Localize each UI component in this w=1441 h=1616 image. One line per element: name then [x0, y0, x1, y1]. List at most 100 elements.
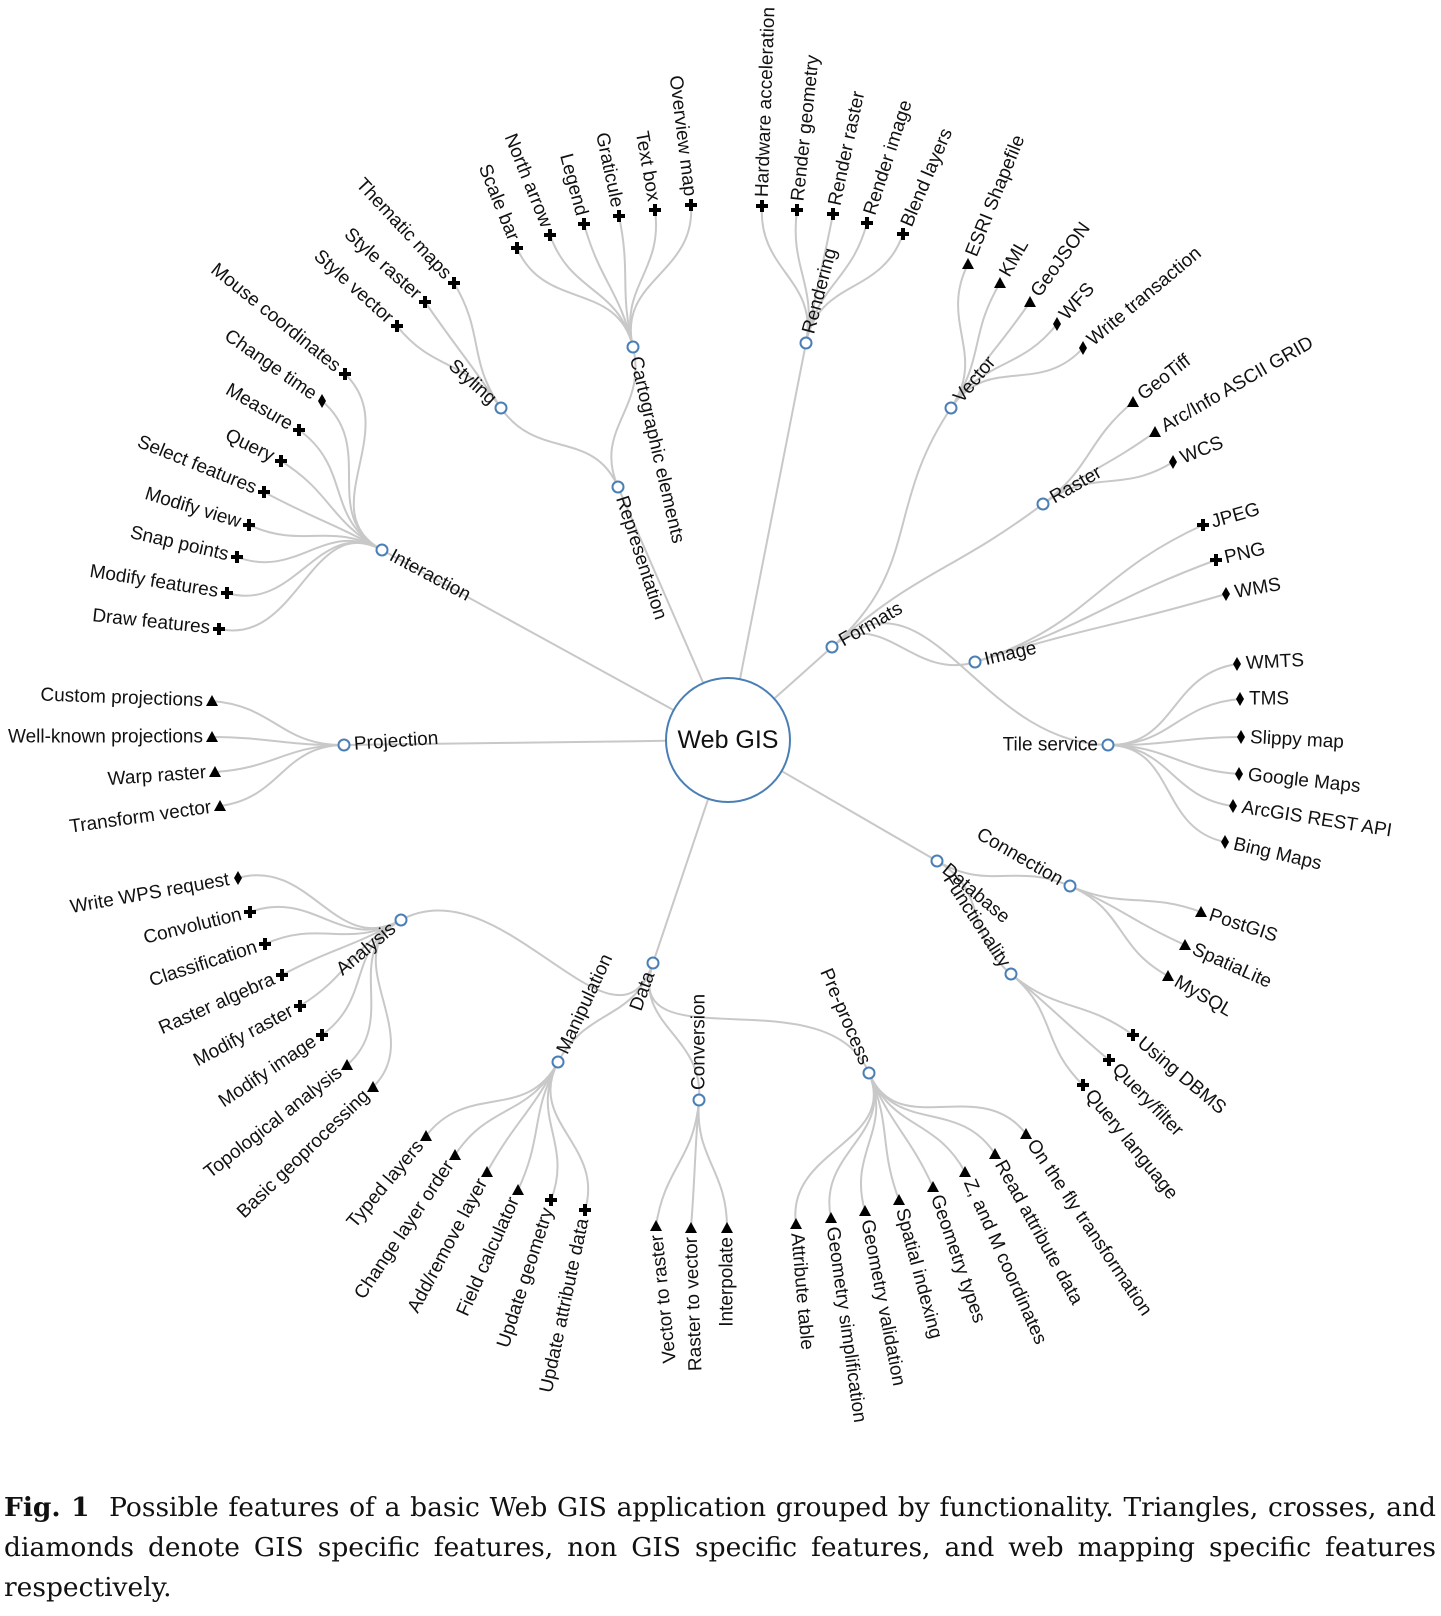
- leaf-label-modify-view: Modify view: [142, 483, 243, 532]
- subgroup-label-raster-group: Raster: [1046, 462, 1106, 509]
- marker-cross-render-geometry-shape: [791, 204, 803, 216]
- leaf-label-interpolate: Interpolate: [717, 1237, 738, 1327]
- link-formats: [773, 646, 833, 700]
- marker-triangle-well-known-projections: [206, 731, 218, 742]
- marker-triangle-topological-analysis-shape: [341, 1059, 353, 1070]
- link-blend-layers: [805, 233, 904, 344]
- leaf-label-custom-projections: Custom projections: [40, 685, 203, 712]
- leaf-label-query: Query: [222, 425, 278, 467]
- leaf-label-graticule: Graticule: [591, 131, 627, 210]
- link-representation: [617, 486, 705, 684]
- link-database: [781, 770, 938, 862]
- link-hardware-acceleration: [760, 205, 809, 344]
- link-text-box: [629, 209, 658, 348]
- leaf-label-thematic-maps: Thematic maps: [352, 174, 456, 283]
- marker-cross-measure-shape: [293, 424, 305, 436]
- link-query-filter: [1010, 973, 1110, 1061]
- marker-triangle-attribute-table: [790, 1218, 802, 1229]
- leaf-label-wms-group: WMS: [1233, 574, 1282, 603]
- marker-cross-raster-algebra-shape: [276, 969, 288, 981]
- leaf-label-postgis-group: PostGIS: [1206, 905, 1280, 947]
- subgroup-label-pre-process: Pre-process: [815, 965, 874, 1067]
- marker-cross-overview-map: [685, 199, 697, 211]
- marker-triangle-spatial-indexing: [893, 1194, 905, 1205]
- link-raster: [831, 503, 1044, 648]
- marker-cross-update-attribute-data-shape: [579, 1204, 591, 1216]
- link-transform-vector: [219, 744, 345, 807]
- marker-cross-thematic-maps-shape: [448, 277, 460, 289]
- leaf-label-raster-to-vector: Raster to vector: [681, 1236, 707, 1371]
- marker-triangle-kml: [994, 277, 1006, 288]
- leaf-label-wcs: WCS: [1177, 432, 1226, 468]
- marker-triangle-postgis-shape: [1195, 906, 1207, 917]
- link-mysql: [1069, 885, 1169, 977]
- marker-triangle-well-known-projections-shape: [206, 731, 218, 742]
- link-read-attribute-data: [868, 1072, 996, 1155]
- marker-triangle-spatialite: [1179, 939, 1191, 950]
- leaf-label-modify-view-group: Modify view: [142, 483, 243, 532]
- leaf-label-change-layer-order: Change layer order: [350, 1156, 459, 1303]
- leaf-label-arc-info-ascii-grid-group: Arc/Info ASCII GRID: [1158, 332, 1318, 436]
- marker-cross-query-shape: [275, 455, 287, 467]
- leaf-label-postgis: PostGIS: [1206, 905, 1280, 947]
- marker-cross-update-geometry-shape: [545, 1194, 557, 1206]
- node-raster: [1036, 497, 1050, 511]
- marker-cross-style-raster: [419, 296, 431, 308]
- marker-cross-legend-shape: [578, 218, 590, 230]
- marker-diamond-arcgis-rest-api: [1229, 799, 1237, 813]
- subgroup-label-conversion-group: Conversion: [689, 994, 710, 1090]
- marker-diamond-wmts-shape: [1233, 657, 1241, 671]
- leaf-label-bing-maps: Bing Maps: [1231, 834, 1323, 875]
- marker-diamond-write-wps-request: [234, 871, 242, 885]
- marker-diamond-slippy-map-shape: [1237, 730, 1245, 744]
- link-measure: [298, 429, 383, 551]
- marker-cross-query-language-shape: [1077, 1079, 1089, 1091]
- link-projection: [343, 739, 667, 746]
- link-tms: [1107, 698, 1241, 747]
- leaf-label-graticule-group: Graticule: [591, 131, 627, 210]
- marker-cross-convolution: [244, 906, 256, 918]
- link-style-vector: [396, 325, 502, 409]
- marker-cross-modify-raster: [294, 1000, 306, 1012]
- link-select-features: [263, 491, 383, 551]
- subgroup-label-styling-group: Styling: [444, 355, 500, 409]
- marker-diamond-google-maps: [1235, 767, 1243, 781]
- marker-cross-raster-algebra: [276, 969, 288, 981]
- subgroup-label-tile-service: Tile service: [1003, 735, 1098, 756]
- group-label-rendering-group: Rendering: [798, 246, 841, 336]
- marker-cross-thematic-maps: [448, 277, 460, 289]
- marker-triangle-geojson: [1024, 296, 1036, 307]
- leaf-label-hardware-acceleration: Hardware acceleration: [752, 7, 780, 198]
- link-tile-service: [831, 622, 1109, 746]
- link-render-geometry: [794, 209, 810, 344]
- marker-triangle-add-remove-layer-shape: [481, 1166, 493, 1177]
- subgroup-label-tile-service-group: Tile service: [1003, 735, 1098, 756]
- subgroup-label-manipulation: Manipulation: [553, 951, 618, 1058]
- marker-triangle-warp-raster: [209, 766, 221, 777]
- marker-cross-classification: [259, 938, 271, 950]
- marker-triangle-change-layer-order-shape: [449, 1149, 461, 1160]
- marker-triangle-add-remove-layer: [481, 1166, 493, 1177]
- link-wms: [974, 593, 1227, 663]
- leaf-label-attribute-table-group: Attribute table: [786, 1232, 817, 1351]
- marker-triangle-custom-projections-shape: [206, 695, 218, 706]
- marker-triangle-interpolate-shape: [721, 1222, 733, 1233]
- leaf-label-wfs-group: WFS: [1055, 279, 1099, 324]
- marker-cross-png: [1210, 554, 1222, 566]
- link-styling: [500, 407, 619, 488]
- node-projection: [337, 738, 351, 752]
- marker-triangle-geotiff: [1127, 396, 1139, 407]
- node-data: [646, 956, 660, 970]
- link-field-calculator: [517, 1061, 559, 1191]
- leaf-label-query-group: Query: [222, 425, 278, 467]
- marker-cross-blend-layers: [897, 228, 909, 240]
- leaf-label-blend-layers: Blend layers: [897, 125, 957, 229]
- caption-label: Fig. 1: [4, 1492, 90, 1523]
- link-render-raster: [805, 213, 834, 344]
- link-draw-features: [218, 541, 383, 632]
- leaf-label-transform-vector: Transform vector: [68, 797, 213, 838]
- leaf-label-write-wps-request-group: Write WPS request: [69, 869, 232, 918]
- marker-triangle-kml-shape: [994, 277, 1006, 288]
- leaf-label-thematic-maps-group: Thematic maps: [352, 174, 456, 283]
